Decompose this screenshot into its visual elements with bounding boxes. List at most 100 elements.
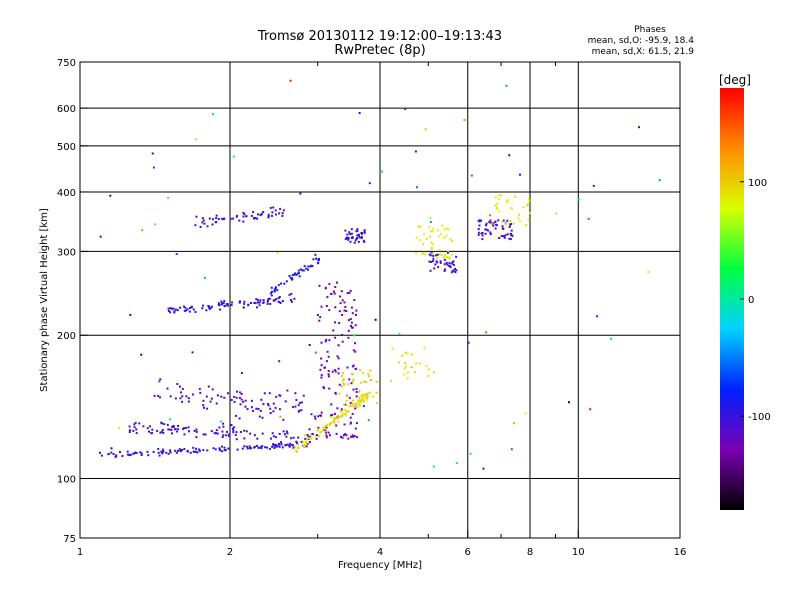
echo-point [193, 429, 196, 432]
echo-point [375, 391, 378, 394]
echo-point [437, 235, 440, 238]
echo-point [296, 272, 299, 275]
echo-point [198, 387, 201, 390]
echo-point [214, 221, 217, 224]
echo-point [406, 377, 409, 380]
echo-point [257, 213, 259, 216]
echo-point [295, 449, 298, 452]
echo-point [333, 292, 336, 295]
echo-point [318, 435, 320, 437]
echo-point [257, 408, 260, 410]
echo-point [238, 301, 241, 304]
echo-point [223, 446, 226, 449]
echo-point [477, 231, 480, 234]
echo-point [506, 199, 509, 202]
echo-point [204, 433, 207, 436]
echo-point [242, 306, 245, 309]
echo-point [281, 212, 284, 215]
echo-point [303, 434, 306, 437]
echo-point [300, 409, 303, 412]
echo-point [242, 211, 245, 214]
echo-point [410, 366, 413, 368]
echo-point [295, 399, 298, 401]
echo-point [133, 426, 136, 429]
echo-point [140, 454, 143, 456]
echo-point [391, 347, 394, 350]
echo-point [338, 322, 341, 324]
echo-point [507, 222, 510, 225]
echo-point [238, 396, 241, 399]
echo-point [207, 305, 210, 307]
echo-point [443, 263, 446, 266]
echo-point [498, 237, 501, 239]
echo-point [132, 429, 135, 432]
echo-point [333, 369, 336, 372]
echo-point [203, 276, 206, 279]
echo-point [340, 385, 343, 388]
echo-point [495, 224, 498, 227]
echo-point [232, 429, 235, 432]
echo-point [481, 231, 484, 234]
echo-point [481, 238, 484, 241]
echo-point [277, 442, 280, 445]
echo-point [282, 418, 285, 421]
echo-point [366, 394, 369, 396]
echo-point [327, 375, 330, 378]
echo-point [292, 436, 295, 439]
echo-point [315, 257, 318, 260]
echo-point [340, 290, 343, 293]
echo-point [170, 428, 173, 431]
echo-point [222, 434, 225, 437]
echo-point [221, 217, 224, 220]
echo-point [340, 435, 342, 438]
echo-point [360, 381, 363, 384]
echo-point [445, 256, 448, 259]
echo-point [354, 402, 357, 405]
echo-point [290, 443, 293, 446]
echo-point [225, 303, 228, 306]
echo-point [181, 388, 184, 390]
echo-point [325, 436, 328, 439]
echo-point [258, 415, 261, 418]
echo-point [302, 441, 305, 444]
echo-point [256, 437, 259, 440]
echo-point [355, 314, 357, 316]
echo-point [425, 365, 428, 368]
echo-point [185, 395, 188, 398]
echo-point [212, 113, 214, 116]
echo-point [151, 432, 153, 435]
echo-point [339, 410, 342, 413]
echo-point [506, 233, 509, 236]
echo-point [258, 301, 261, 304]
echo-point [505, 84, 508, 87]
echo-point [347, 437, 350, 440]
echo-point [638, 126, 640, 129]
echo-point [276, 445, 279, 448]
echo-point [431, 243, 434, 246]
echo-point [320, 374, 323, 377]
echo-point [199, 226, 202, 228]
echo-point [128, 425, 131, 428]
y-axis-ticks: 75 100 200 300 400 500 600 750 [57, 58, 88, 545]
echo-point [110, 451, 113, 454]
echo-point [258, 446, 261, 449]
echo-point [297, 436, 300, 439]
echo-point [309, 265, 312, 268]
echo-point [273, 289, 276, 292]
echo-point [297, 272, 300, 274]
echo-point [289, 276, 292, 279]
echo-point [445, 261, 448, 264]
echo-point [492, 222, 495, 225]
echo-point [355, 390, 358, 393]
echo-point [235, 438, 238, 441]
echo-point [434, 263, 437, 266]
echo-point [185, 309, 188, 312]
echo-point [232, 217, 235, 220]
echo-point [202, 449, 205, 452]
echo-point [232, 155, 235, 158]
echo-point [278, 445, 281, 448]
echo-point [252, 211, 255, 213]
echo-point [183, 448, 186, 450]
echo-point [306, 434, 309, 436]
echo-point [254, 216, 257, 219]
